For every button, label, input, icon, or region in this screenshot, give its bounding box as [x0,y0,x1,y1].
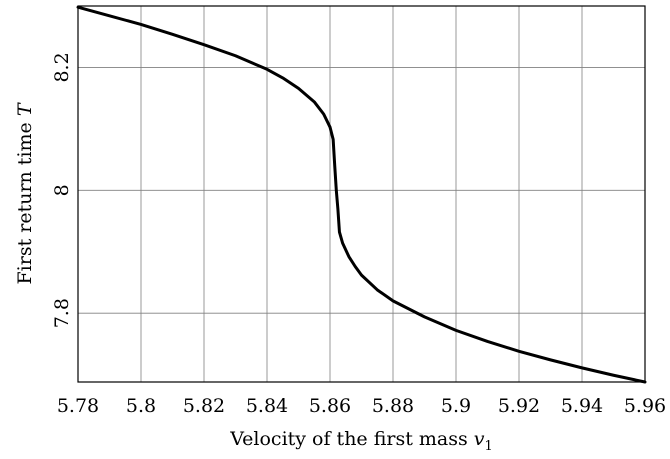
x-tick-label: 5.92 [498,395,540,417]
x-tick-label: 5.82 [183,395,225,417]
x-tick-label: 5.78 [57,395,99,417]
x-tick-labels: 5.78 5.8 5.82 5.84 5.86 5.88 5.9 5.92 5.94 5.96 [57,395,666,417]
y-axis-label: First return time T [14,102,36,284]
y-tick-label: 7.8 [51,298,73,328]
y-tick-label: 8 [51,184,73,196]
y-tick-label: 8.2 [51,52,73,82]
x-tick-label: 5.8 [126,395,156,417]
grid [77,6,646,382]
x-tick-label: 5.9 [441,395,471,417]
series-line [76,5,647,384]
x-tick-label: 5.94 [561,395,603,417]
x-axis-label: Velocity of the first mass v1 [229,428,493,454]
x-tick-label: 5.88 [372,395,414,417]
series-layer [76,5,647,384]
x-tick-label: 5.96 [624,395,666,417]
x-tick-label: 5.86 [309,395,351,417]
plot-frame [77,5,646,383]
y-tick-labels: 7.8 8 8.2 [51,52,73,328]
x-tick-label: 5.84 [246,395,288,417]
